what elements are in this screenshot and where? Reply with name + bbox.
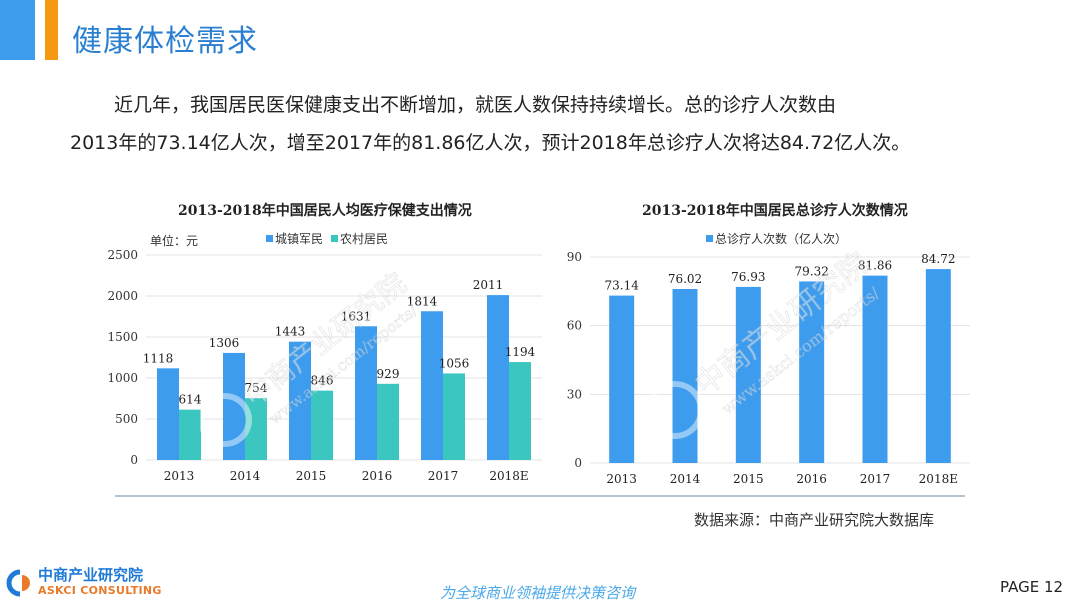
chart2-title: 2013-2018年中国居民总诊疗人次数情况 <box>642 203 908 219</box>
bar <box>289 341 311 460</box>
bar <box>925 269 951 463</box>
y-tick-label: 30 <box>567 387 582 401</box>
bar <box>421 311 443 460</box>
legend-swatch-urban <box>266 235 273 242</box>
bar <box>487 295 509 460</box>
x-tick-label: 2013 <box>164 469 195 483</box>
data-label: 1443 <box>275 325 306 339</box>
logo-text-en: ASKCI CONSULTING <box>38 584 162 597</box>
data-label: 614 <box>179 393 202 407</box>
bar <box>799 281 825 463</box>
company-logo: 中商产业研究院 ASKCI CONSULTING <box>6 568 162 598</box>
bar <box>735 286 761 463</box>
bar <box>377 383 399 460</box>
bar <box>157 368 179 460</box>
section-divider <box>115 495 965 497</box>
y-tick-label: 0 <box>130 453 138 467</box>
x-tick-label: 2014 <box>670 472 701 486</box>
bar <box>245 398 267 460</box>
bar <box>862 275 888 463</box>
intro-line-2: 2013年的73.14亿人次，增至2017年的81.86亿人次，预计2018年总… <box>70 132 911 154</box>
data-label: 76.02 <box>668 272 702 286</box>
data-label: 754 <box>245 381 268 395</box>
x-tick-label: 2018E <box>489 469 528 483</box>
x-tick-label: 2014 <box>230 469 261 483</box>
bar <box>672 288 698 463</box>
legend-label-urban: 城镇军民 <box>275 232 324 246</box>
bar <box>355 326 377 460</box>
chart1-legend: 城镇军民 农村居民 <box>266 230 388 247</box>
x-tick-label: 2016 <box>362 469 393 483</box>
chart2-legend: 总诊疗人次数（亿人次） <box>706 230 847 247</box>
data-label: 1306 <box>209 336 240 350</box>
page-number: PAGE 12 <box>1000 578 1064 596</box>
y-tick-label: 1000 <box>107 371 138 385</box>
chart1-title: 2013-2018年中国居民人均医疗保健支出情况 <box>178 203 472 219</box>
x-tick-label: 2016 <box>796 472 827 486</box>
chart1-plot: 0 500 1000 1500 2000 2500 1118 614 2013 1306 754 20… <box>107 248 542 483</box>
bar <box>311 390 333 460</box>
data-label: 846 <box>311 374 334 388</box>
x-tick-label: 2018E <box>919 472 958 486</box>
data-source: 数据来源：中商产业研究院大数据库 <box>694 511 935 529</box>
legend-label-rural: 农村居民 <box>340 232 389 246</box>
x-tick-label: 2017 <box>860 472 891 486</box>
bar <box>223 352 245 460</box>
legend-swatch-rural <box>331 235 339 242</box>
page-title: 健康体检需求 <box>72 24 258 59</box>
logo-text-cn: 中商产业研究院 <box>38 566 144 584</box>
data-label: 79.32 <box>794 264 828 278</box>
data-label: 1194 <box>505 345 536 359</box>
legend-swatch-visits <box>706 235 713 242</box>
x-tick-label: 2015 <box>296 469 327 483</box>
x-tick-label: 2013 <box>606 472 637 486</box>
y-tick-label: 60 <box>567 319 582 333</box>
chart2-plot: 0 30 60 90 73.14 2013 76.02 2014 76.93 2015 79.32 2… <box>567 250 970 486</box>
data-label: 73.14 <box>604 279 639 293</box>
data-label: 1118 <box>143 351 174 365</box>
data-label: 81.86 <box>858 259 892 273</box>
y-tick-label: 90 <box>567 250 582 264</box>
y-tick-label: 0 <box>574 456 582 470</box>
y-tick-label: 500 <box>115 412 138 426</box>
header-accent-orange <box>45 0 58 60</box>
bar <box>609 295 635 463</box>
x-tick-label: 2015 <box>733 472 764 486</box>
bar <box>509 362 531 460</box>
bar <box>179 409 201 460</box>
chart1-unit-label: 单位：元 <box>150 234 199 248</box>
data-label: 76.93 <box>731 270 765 284</box>
footer-slogan: 为全球商业领袖提供决策咨询 <box>440 584 636 602</box>
data-label: 1814 <box>407 294 438 308</box>
data-label: 1631 <box>341 309 372 323</box>
header-accent-blue <box>0 0 35 60</box>
data-label: 84.72 <box>921 252 955 266</box>
intro-line-1: 近几年，我国居民医保健康支出不断增加，就医人数保持持续增长。总的诊疗人次数由 <box>114 94 837 116</box>
bar <box>443 373 465 460</box>
x-tick-label: 2017 <box>428 469 459 483</box>
data-label: 929 <box>377 367 400 381</box>
intro-paragraph: 近几年，我国居民医保健康支出不断增加，就医人数保持持续增长。总的诊疗人次数由 2… <box>70 86 1030 162</box>
askci-logo-icon <box>6 569 30 597</box>
y-tick-label: 1500 <box>107 330 138 344</box>
y-tick-label: 2000 <box>107 289 138 303</box>
data-label: 2011 <box>473 278 504 292</box>
legend-label-visits: 总诊疗人次数（亿人次） <box>715 232 848 246</box>
data-label: 1056 <box>439 356 470 370</box>
y-tick-label: 2500 <box>107 248 138 262</box>
